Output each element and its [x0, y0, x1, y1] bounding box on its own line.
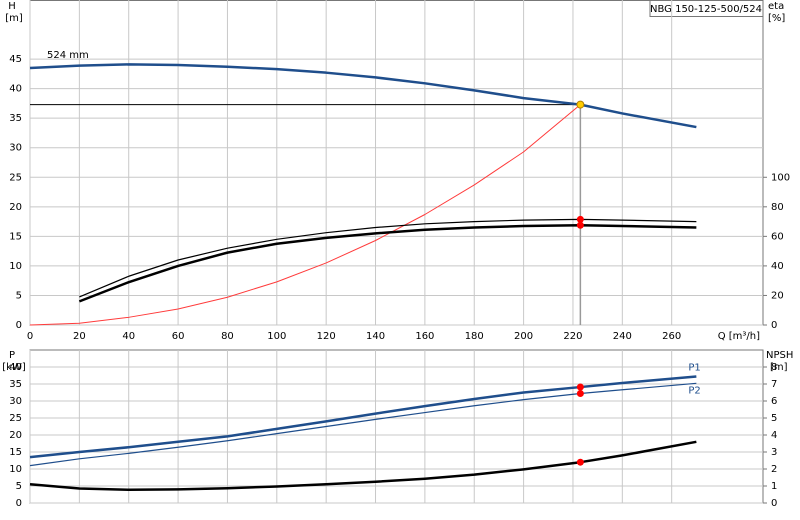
y2-tick-label: 4	[771, 430, 777, 441]
y2-tick-label: 100	[771, 172, 790, 183]
y-unit: [kW]	[2, 362, 26, 373]
chart-title: NBG 150-125-500/524	[650, 4, 762, 15]
duty-point	[576, 390, 584, 398]
series-label: P1	[688, 363, 700, 374]
y-tick-label: 10	[9, 464, 22, 475]
y-tick-label: 45	[9, 54, 22, 65]
y2-tick-label: 5	[771, 413, 777, 424]
duty-point	[576, 221, 584, 229]
curve	[29, 440, 697, 491]
y-tick-label: 5	[16, 290, 22, 301]
y-tick-label: 0	[16, 498, 22, 509]
y-tick-label: 0	[16, 320, 22, 331]
y-tick-label: 10	[9, 261, 22, 272]
y-tick-label: 40	[9, 84, 22, 95]
x-tick-label: 80	[221, 331, 234, 342]
y2-label: NPSH	[766, 350, 793, 361]
y2-tick-label: 0	[771, 320, 777, 331]
x-tick-label: 180	[465, 331, 484, 342]
x-tick-label: 40	[122, 331, 135, 342]
y2-tick-label: 40	[771, 261, 784, 272]
curve	[29, 382, 697, 467]
y-tick-label: 20	[9, 430, 22, 441]
x-tick-label: 140	[366, 331, 385, 342]
y2-tick-label: 1	[771, 481, 777, 492]
y-tick-label: 35	[9, 379, 22, 390]
y-tick-label: 30	[9, 396, 22, 407]
y2-tick-label: 6	[771, 396, 777, 407]
duty-point	[576, 383, 584, 391]
y2-tick-label: 0	[771, 498, 777, 509]
curve	[29, 63, 697, 129]
y-tick-label: 35	[9, 113, 22, 124]
y-label: P	[9, 350, 15, 361]
x-tick-label: 100	[267, 331, 286, 342]
y2-tick-label: 80	[771, 202, 784, 213]
y-tick-label: 40	[9, 362, 22, 373]
curve	[29, 104, 581, 326]
y-label: H	[8, 1, 16, 12]
y-tick-label: 15	[9, 231, 22, 242]
series-label: P2	[688, 385, 700, 396]
x-tick-label: 240	[613, 331, 632, 342]
y2-tick-label: 3	[771, 447, 777, 458]
y-tick-label: 25	[9, 172, 22, 183]
x-tick-label: 200	[514, 331, 533, 342]
curve	[29, 375, 697, 459]
x-tick-label: 0	[27, 331, 33, 342]
y2-tick-label: 7	[771, 379, 777, 390]
y2-tick-label: 8	[771, 362, 777, 373]
x-tick-label: 220	[563, 331, 582, 342]
y2-tick-label: 2	[771, 464, 777, 475]
y2-unit: [%]	[768, 13, 785, 24]
curve	[79, 218, 697, 298]
y-tick-label: 30	[9, 143, 22, 154]
x-label: Q [m³/h]	[718, 331, 760, 342]
x-tick-label: 20	[73, 331, 86, 342]
title-box	[649, 0, 764, 17]
x-tick-label: 260	[662, 331, 681, 342]
x-tick-label: 60	[172, 331, 185, 342]
top-frame	[29, 0, 764, 326]
y2-tick-label: 60	[771, 231, 784, 242]
y2-tick-label: 20	[771, 290, 784, 301]
y-tick-label: 5	[16, 481, 22, 492]
duty-point	[576, 215, 584, 223]
y2-unit: [m]	[770, 362, 788, 373]
x-tick-label: 160	[415, 331, 434, 342]
y-tick-label: 25	[9, 413, 22, 424]
x-tick-label: 120	[317, 331, 336, 342]
duty-point	[576, 100, 585, 109]
duty-point	[576, 458, 584, 466]
y-tick-label: 20	[9, 202, 22, 213]
y-unit: [m]	[5, 13, 23, 24]
y-tick-label: 15	[9, 447, 22, 458]
y2-label: eta	[768, 1, 784, 12]
annotation: 524 mm	[47, 50, 89, 61]
